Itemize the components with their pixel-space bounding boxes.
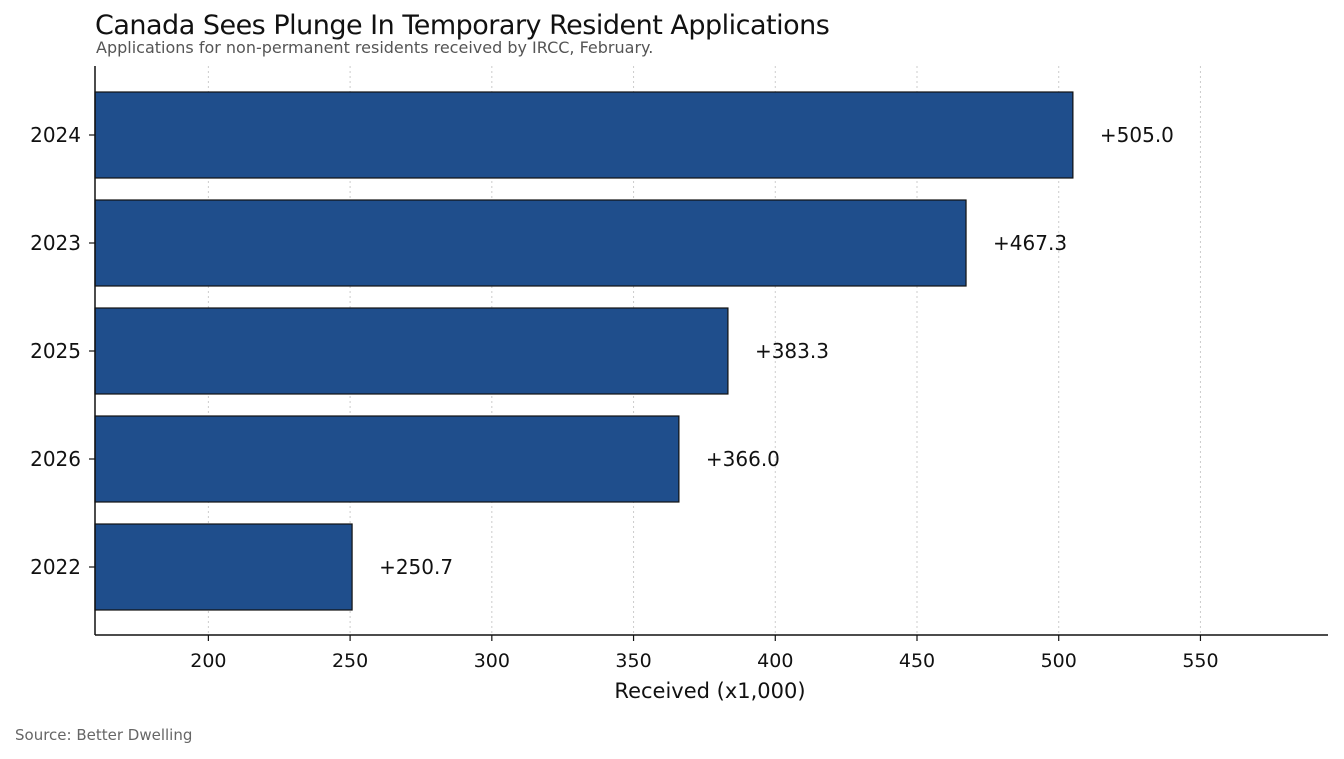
y-category-label-2024: 2024 (30, 123, 81, 147)
x-tick-label-300: 300 (474, 650, 510, 672)
y-category-label-2026: 2026 (30, 447, 81, 471)
bar-2024 (94, 91, 1074, 179)
chart-subtitle: Applications for non-permanent residents… (96, 38, 654, 57)
x-ticks: 200 250 300 350 400 450 500 550 (190, 635, 1219, 672)
bar-2026 (94, 415, 680, 503)
y-category-label-2023: 2023 (30, 231, 81, 255)
x-tick-label-450: 450 (899, 650, 935, 672)
chart-title: Canada Sees Plunge In Temporary Resident… (95, 10, 830, 41)
x-tick-label-500: 500 (1041, 650, 1077, 672)
x-tick-label-400: 400 (757, 650, 793, 672)
y-categories: 2024 2023 2025 2026 2022 (30, 123, 95, 579)
bars (94, 91, 1074, 611)
data-label-2022: +250.7 (379, 555, 453, 579)
x-tick-label-250: 250 (332, 650, 368, 672)
x-axis-label: Received (x1,000) (614, 679, 805, 703)
x-tick-label-550: 550 (1182, 650, 1218, 672)
data-label-2025: +383.3 (755, 339, 829, 363)
source-note: Source: Better Dwelling (15, 726, 193, 744)
bar-2025 (94, 307, 729, 395)
bar-2023 (94, 199, 967, 287)
y-category-label-2025: 2025 (30, 339, 81, 363)
data-label-2023: +467.3 (993, 231, 1067, 255)
data-label-2026: +366.0 (706, 447, 780, 471)
data-label-2024: +505.0 (1100, 123, 1174, 147)
x-tick-label-200: 200 (190, 650, 226, 672)
data-labels: +505.0 +467.3 +383.3 +366.0 +250.7 (379, 123, 1174, 579)
bar-2022 (94, 523, 353, 611)
x-tick-label-350: 350 (615, 650, 651, 672)
y-category-label-2022: 2022 (30, 555, 81, 579)
